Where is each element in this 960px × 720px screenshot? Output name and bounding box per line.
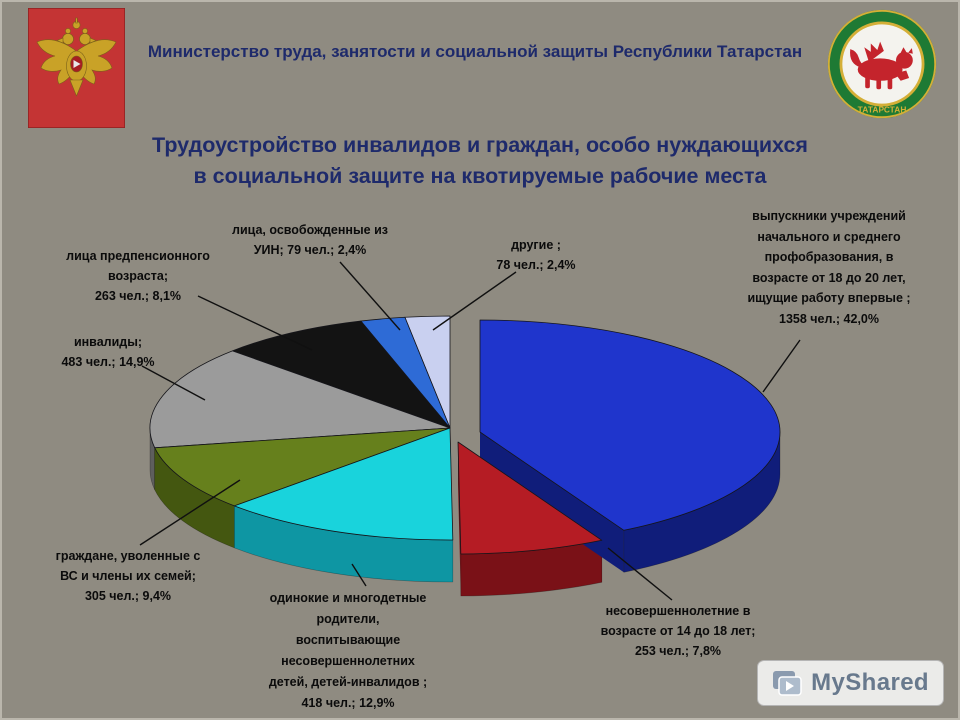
pie-slice-4 <box>149 350 451 449</box>
slice-label-released-uin: лица, освобожденные из УИН; 79 чел.; 2,4… <box>210 220 410 260</box>
label-line: возраста; <box>108 269 168 283</box>
callout-line-single-and-large-families <box>351 563 367 587</box>
callout-line-discharged-military <box>139 479 241 546</box>
pie-slice-0 <box>479 319 781 531</box>
label-line: воспитывающие <box>295 633 401 647</box>
label-line: лица, освобожденные из <box>232 223 388 237</box>
label-line: другие ; <box>511 238 561 252</box>
label-line: ВС и члены их семей; <box>60 569 196 583</box>
label-line: несовершеннолетних <box>281 654 415 668</box>
label-line: возрасте от 18 до 20 лет, <box>752 270 906 285</box>
label-line: 483 чел.; 14,9% <box>61 355 155 369</box>
myshared-watermark-text: MyShared <box>811 669 929 696</box>
label-line: 1358 чел.; 42,0% <box>779 311 879 326</box>
emblem-ring-text: ТАТАРСТАН <box>858 105 907 115</box>
label-line: лица предпенсионного <box>66 249 210 263</box>
label-line: 253 чел.; 7,8% <box>634 644 722 658</box>
label-line: граждане, уволенные с <box>55 549 201 563</box>
label-line: начального и среднего <box>757 229 901 244</box>
label-line: 78 чел.; 2,4% <box>496 258 576 272</box>
slice-label-disabled: инвалиды; 483 чел.; 14,9% <box>42 332 174 372</box>
myshared-logo-icon <box>773 671 802 696</box>
slice-label-minors: несовершеннолетние в возрасте от 14 до 1… <box>556 601 800 661</box>
label-line: 305 чел.; 9,4% <box>84 589 172 603</box>
pie-slice-3 <box>154 427 451 507</box>
label-line: родители, <box>316 612 380 626</box>
russia-coat-of-arms-icon <box>28 8 125 128</box>
label-line: инвалиды; <box>73 335 143 349</box>
callout-line-others <box>432 271 517 331</box>
pie-slice-1 <box>457 441 603 555</box>
label-line: возрасте от 14 до 18 лет; <box>600 624 756 638</box>
pie-slice-5 <box>232 320 451 429</box>
pie-slice-2 <box>233 427 454 541</box>
callout-line-released-from-uin <box>339 261 401 331</box>
label-line: детей, детей-инвалидов ; <box>268 675 428 689</box>
slide-title: Трудоустройство инвалидов и граждан, осо… <box>30 130 930 192</box>
label-line: выпускники учреждений <box>752 209 906 223</box>
slice-label-graduates: выпускники учреждений начального и средн… <box>718 206 940 329</box>
myshared-watermark[interactable]: MyShared <box>757 660 944 706</box>
slide-title-line2: в социальной защите на квотируемые рабоч… <box>193 164 767 188</box>
label-line: 418 чел.; 12,9% <box>301 696 395 710</box>
slide-title-line1: Трудоустройство инвалидов и граждан, осо… <box>152 133 808 157</box>
label-line: 263 чел.; 8,1% <box>94 289 182 303</box>
slice-label-pre-retirement: лица предпенсионного возраста; 263 чел.;… <box>44 246 232 306</box>
slice-label-others: другие ; 78 чел.; 2,4% <box>470 235 602 275</box>
callout-line-graduates-18-20 <box>762 339 801 393</box>
slice-label-military: граждане, уволенные с ВС и члены их семе… <box>44 546 212 606</box>
ministry-header: Министерство труда, занятости и социальн… <box>147 42 803 61</box>
label-line: несовершеннолетние в <box>605 604 751 618</box>
label-line: одинокие и многодетные <box>269 591 427 605</box>
callout-line-disabled <box>141 365 206 401</box>
tatarstan-emblem-icon: ТАТАРСТАН <box>827 9 937 119</box>
callout-line-minors-14-18 <box>607 547 673 601</box>
label-line: профобразования, в <box>764 250 894 264</box>
label-line: ищущие работу впервые ; <box>747 291 911 305</box>
label-line: УИН; 79 чел.; 2,4% <box>253 243 367 257</box>
callout-line-pre-retirement <box>197 295 313 351</box>
slice-label-single-parents: одинокие и многодетные родители, воспиты… <box>246 588 450 714</box>
